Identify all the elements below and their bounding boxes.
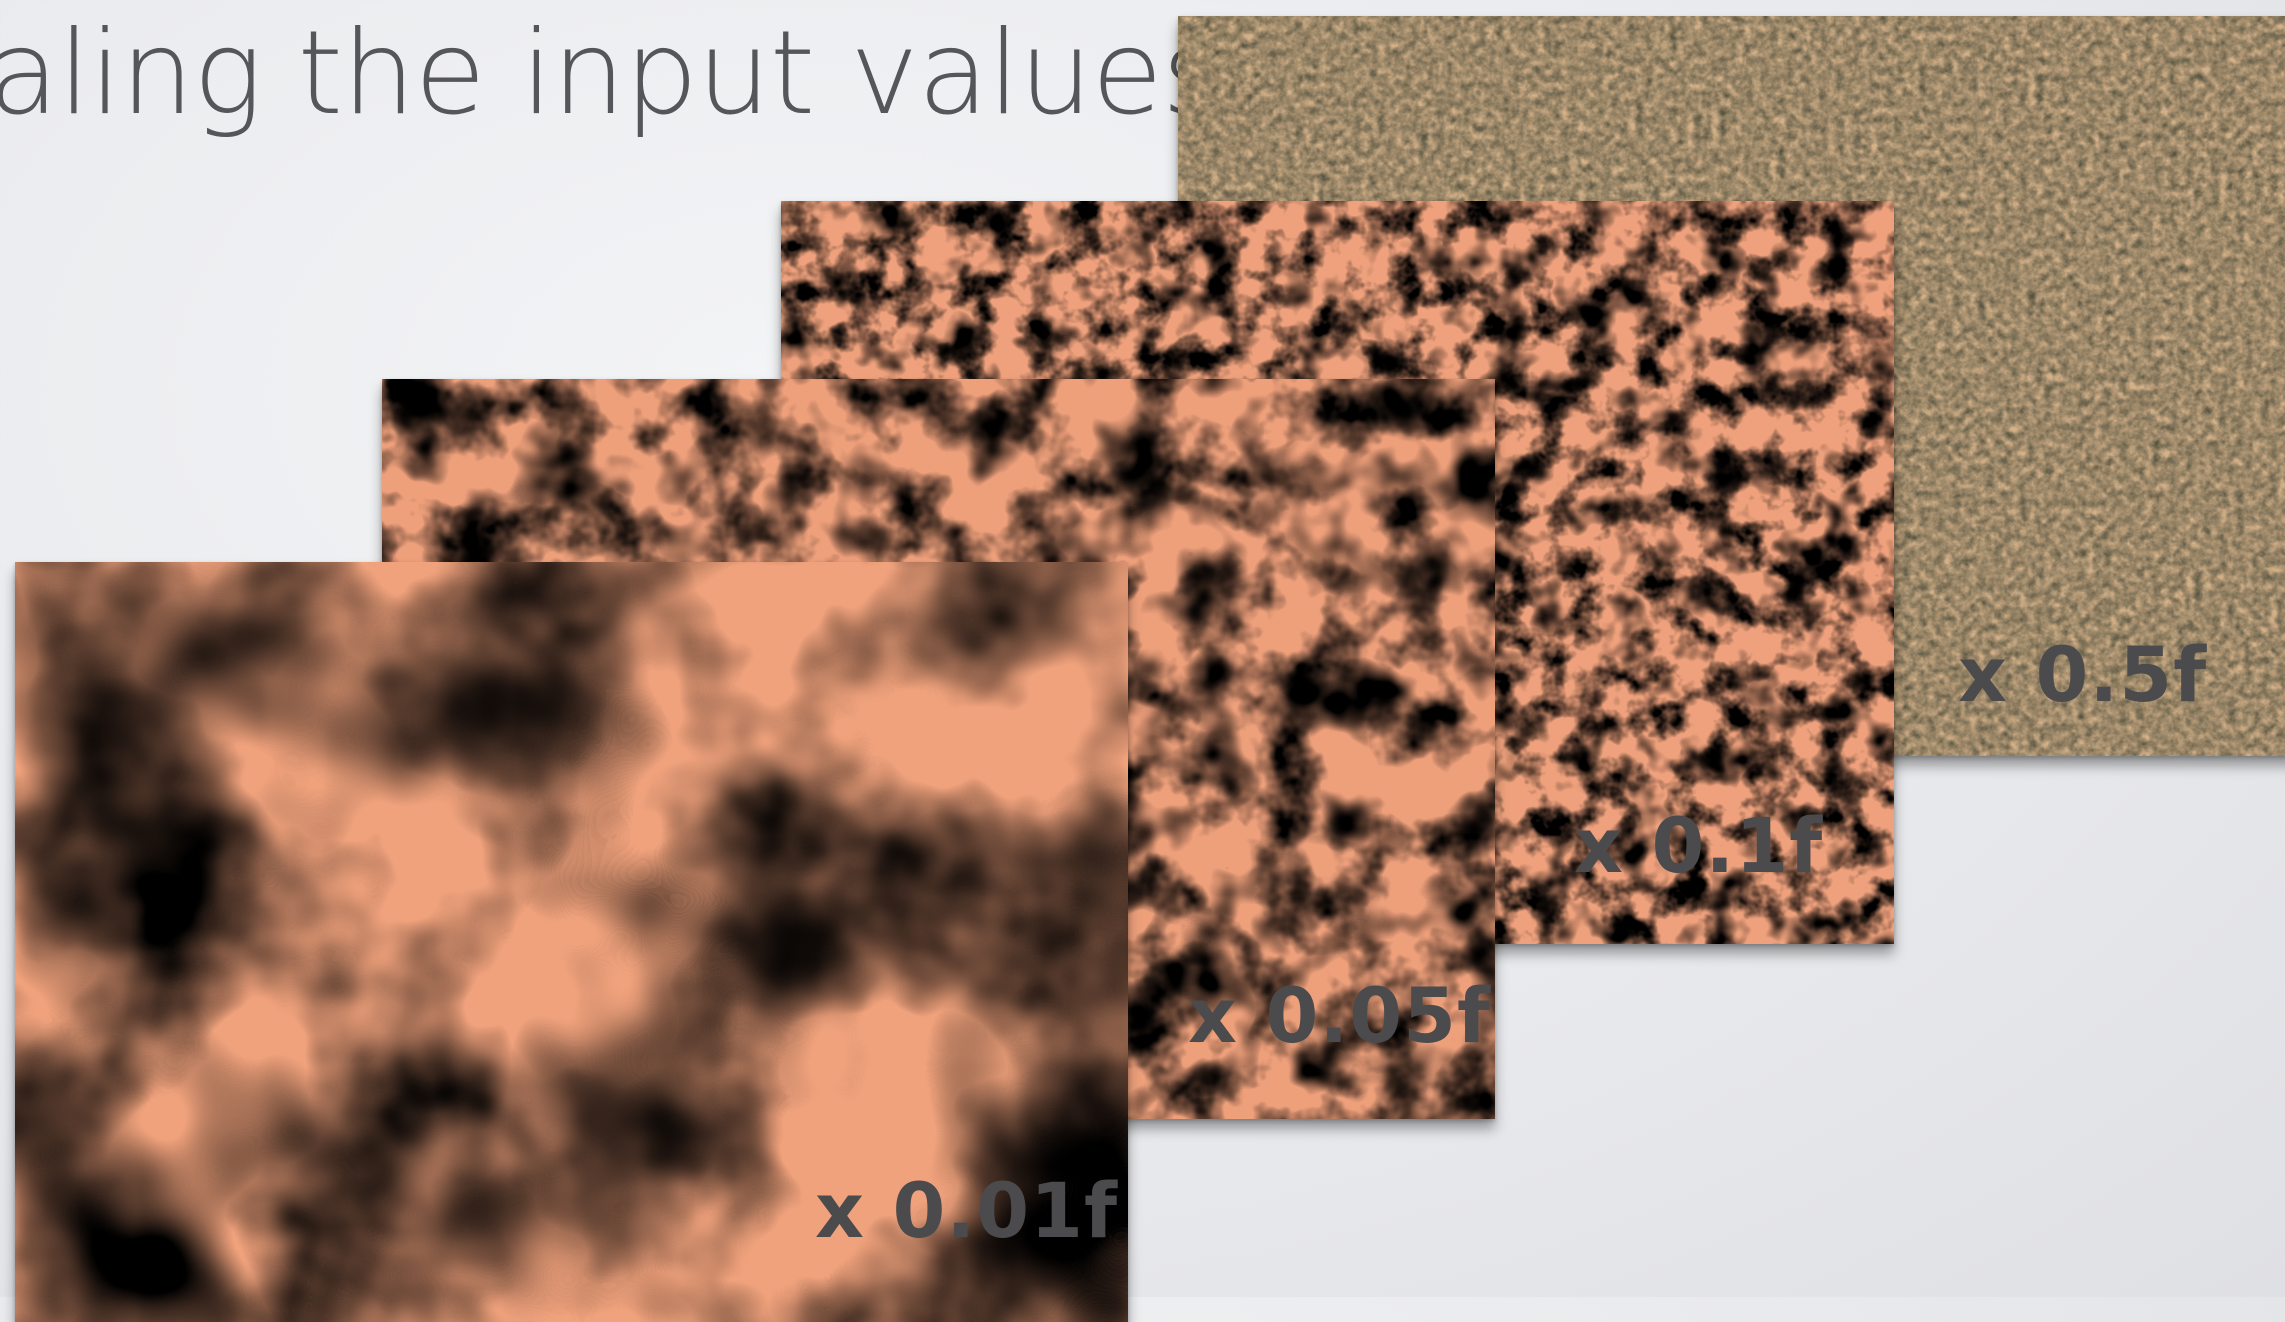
noise-texture-image xyxy=(15,562,1128,1322)
noise-panel-scale-0-01: x 0.01f xyxy=(15,562,1128,1322)
slide-title: aling the input values. xyxy=(0,6,1258,141)
scale-label: x 0.1f xyxy=(1574,801,1824,890)
scale-label: x 0.5f xyxy=(1958,630,2208,719)
scale-label: x 0.01f xyxy=(815,1166,1119,1255)
scale-label: x 0.05f xyxy=(1188,971,1492,1060)
